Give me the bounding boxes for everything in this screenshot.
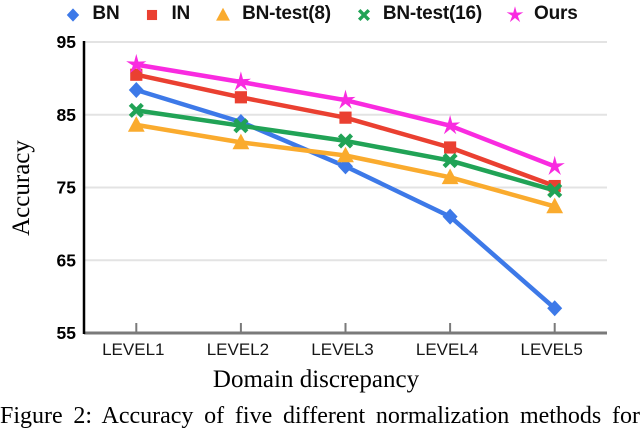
x-marker: [128, 102, 144, 118]
square-marker: [339, 111, 352, 124]
star-marker: [230, 71, 251, 91]
diamond-marker: [128, 81, 144, 99]
legend-label: IN: [171, 3, 191, 24]
x-icon: [353, 3, 375, 25]
triangle-marker: [232, 133, 250, 150]
series-BN-test(8): [127, 116, 564, 214]
triangle-marker: [127, 116, 145, 132]
square-icon: [141, 3, 163, 25]
diamond-marker: [442, 208, 458, 225]
x-axis-title: Domain discrepancy: [212, 366, 420, 393]
star-marker: [440, 115, 461, 135]
diamond-marker: [233, 114, 249, 131]
star-marker: [335, 89, 356, 109]
star-marker: [126, 53, 147, 74]
x-tick-label: LEVEL2: [207, 340, 269, 359]
triangle-marker: [546, 197, 564, 214]
star-icon: [504, 3, 526, 25]
y-tick-label: 95: [57, 32, 77, 52]
x-marker: [337, 133, 354, 149]
triangle-marker: [216, 7, 231, 21]
series-BN-test(16): [128, 102, 563, 198]
legend-item-BN-test(16): BN-test(16): [353, 3, 482, 25]
diamond-marker: [338, 158, 353, 175]
x-tick-label: LEVEL3: [311, 340, 373, 359]
x-marker: [357, 8, 370, 22]
square-marker: [444, 141, 457, 154]
y-tick-label: 75: [57, 178, 77, 198]
y-axis-title: Accuracy: [8, 140, 35, 236]
legend-label: BN-test(8): [242, 3, 331, 24]
x-marker: [547, 182, 563, 198]
x-tick-label: LEVEL1: [102, 340, 164, 359]
y-tick-label: 55: [57, 323, 77, 343]
line-chart: 95 85 75 65 55 LEVEL1 LEVEL2 LEVEL3 LEVEL4 LEVEL5: [57, 32, 607, 359]
figure-caption: Figure 2: Accuracy of five different nor…: [0, 403, 640, 429]
legend-item-BN: BN: [62, 3, 120, 25]
legend-item-BN-test(8): BN-test(8): [212, 3, 331, 25]
legend-item-IN: IN: [141, 3, 190, 25]
x-tick-label: LEVEL4: [416, 340, 478, 359]
star-marker: [544, 155, 565, 176]
x-tick-label: LEVEL5: [521, 340, 583, 359]
square-marker: [147, 9, 158, 21]
legend-item-Ours: Ours: [504, 3, 578, 25]
legend-label: Ours: [534, 3, 578, 24]
x-marker: [233, 118, 249, 134]
triangle-marker: [441, 168, 459, 185]
triangle-icon: [212, 3, 234, 25]
star-marker: [506, 6, 524, 23]
x-marker: [442, 153, 458, 169]
y-tick-label: 85: [57, 105, 77, 125]
diamond-icon: [62, 3, 84, 25]
square-marker: [130, 68, 143, 81]
legend-label: BN-test(16): [382, 3, 483, 24]
diamond-marker: [67, 8, 80, 22]
square-marker: [234, 91, 247, 104]
series-Ours: [126, 53, 565, 176]
y-tick-label: 65: [57, 250, 77, 270]
triangle-marker: [337, 146, 354, 163]
legend-label: BN: [92, 3, 120, 24]
chart-legend: BN IN BN-test(8) BN-test(16) Ours: [0, 0, 640, 28]
